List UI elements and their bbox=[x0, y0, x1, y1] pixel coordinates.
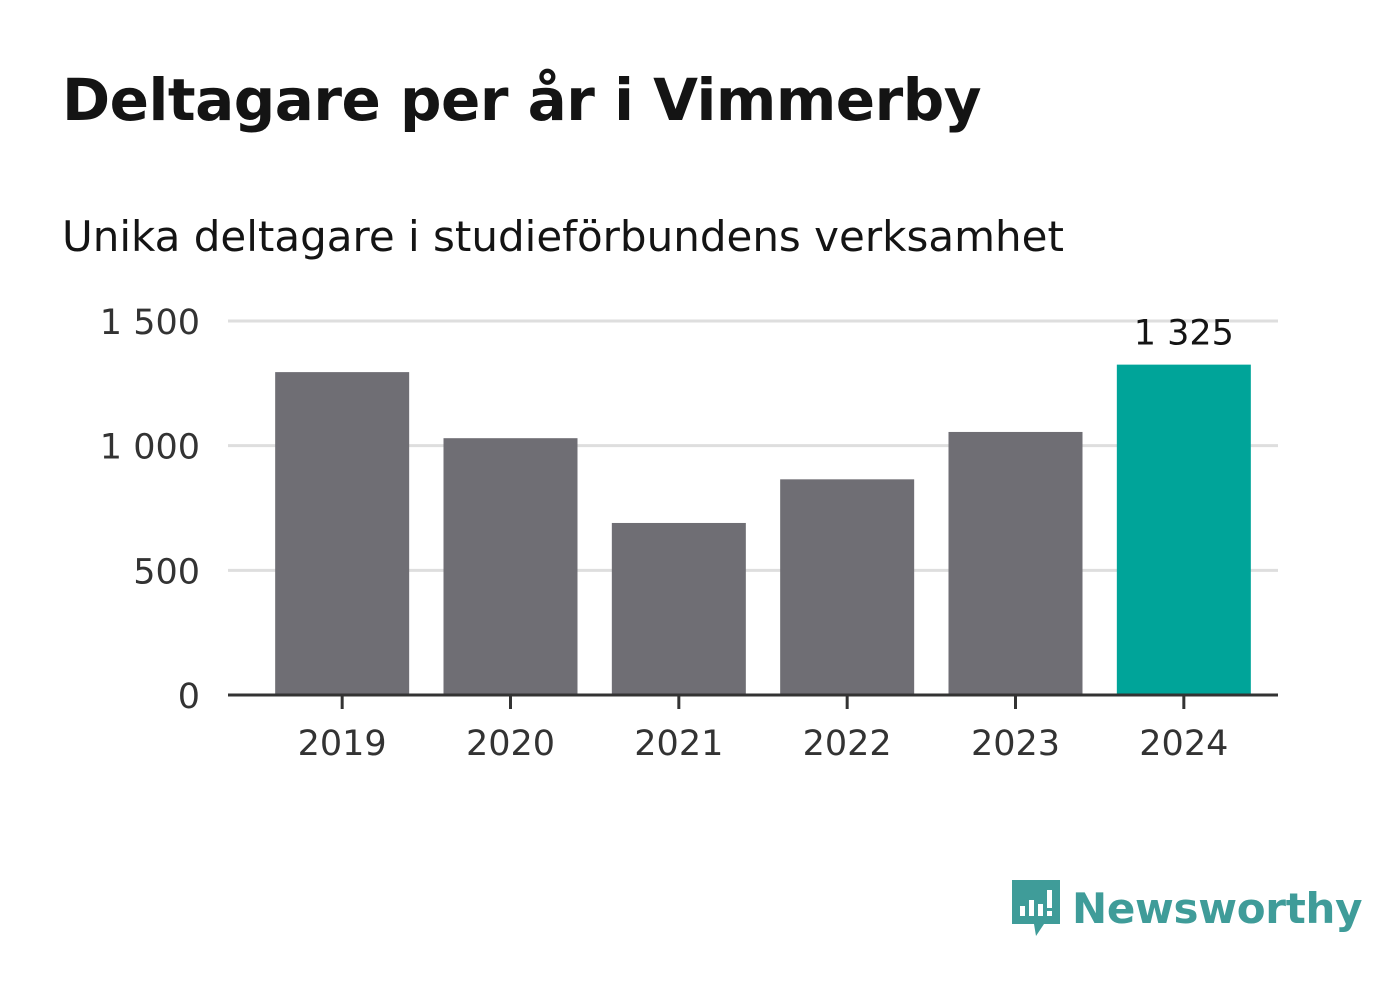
x-tick-label: 2020 bbox=[466, 724, 555, 764]
x-tick-label: 2019 bbox=[298, 724, 387, 764]
y-tick-label: 1 500 bbox=[100, 303, 200, 343]
bar-2021 bbox=[611, 522, 746, 695]
newsworthy-logo: Newsworthy bbox=[1010, 878, 1362, 938]
bar-2019 bbox=[275, 372, 410, 695]
chart-subtitle: Unika deltagare i studieförbundens verks… bbox=[62, 212, 1064, 261]
x-tick-label: 2022 bbox=[803, 724, 892, 764]
bar-2020 bbox=[443, 438, 578, 695]
bar-2022 bbox=[780, 479, 915, 695]
x-tick-label: 2024 bbox=[1139, 724, 1228, 764]
y-tick-label: 500 bbox=[133, 552, 200, 592]
y-tick-label: 0 bbox=[178, 677, 200, 717]
bar-2024 bbox=[1116, 364, 1251, 695]
x-tick-label: 2021 bbox=[634, 724, 723, 764]
y-tick-label: 1 000 bbox=[100, 428, 200, 468]
x-tick-label: 2023 bbox=[971, 724, 1060, 764]
newsworthy-logo-icon bbox=[1012, 880, 1060, 936]
data-label: 1 325 bbox=[1134, 314, 1234, 354]
brand-name: Newsworthy bbox=[1072, 883, 1363, 933]
chart-title: Deltagare per år i Vimmerby bbox=[62, 66, 982, 134]
bar-2023 bbox=[948, 431, 1083, 695]
